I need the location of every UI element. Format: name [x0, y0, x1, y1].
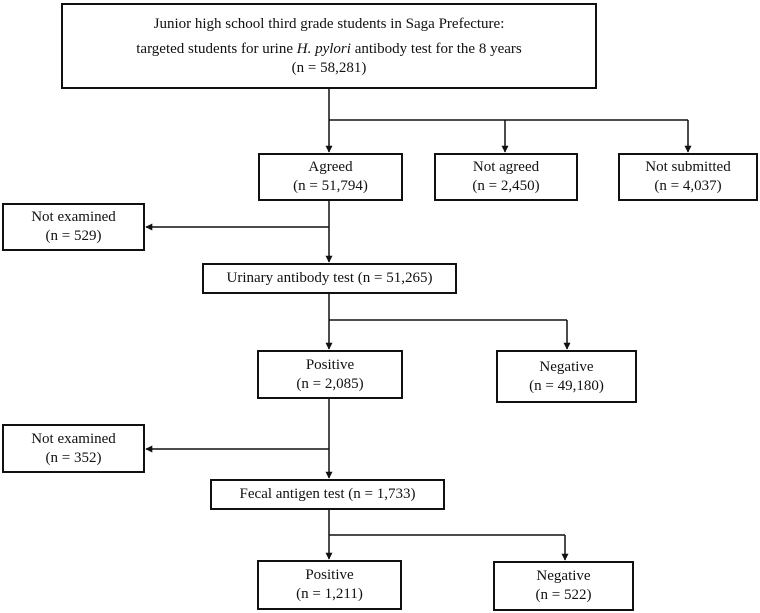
box-positive-2: Positive (n = 1,211)	[257, 560, 402, 610]
box-positive-1: Positive (n = 2,085)	[257, 350, 403, 399]
box-fecal-antigen-test: Fecal antigen test (n = 1,733)	[210, 479, 445, 510]
box-not-examined-2: Not examined (n = 352)	[2, 424, 145, 473]
not-agreed-count: (n = 2,450)	[472, 178, 540, 194]
positive-1-label: Positive	[305, 356, 355, 373]
negative-2-count: (n = 522)	[535, 587, 592, 603]
box-urinary-antibody-test: Urinary antibody test (n = 51,265)	[202, 263, 457, 294]
box-agreed: Agreed (n = 51,794)	[258, 153, 403, 201]
urinary-test-label: Urinary antibody test (n = 51,265)	[226, 270, 433, 286]
population-count: (n = 58,281)	[291, 59, 367, 76]
agreed-label: Agreed	[308, 159, 353, 175]
negative-1-count: (n = 49,180)	[529, 377, 604, 394]
not-submitted-count: (n = 4,037)	[654, 178, 722, 194]
positive-2-label: Positive	[305, 567, 354, 583]
box-negative-1: Negative (n = 49,180)	[496, 350, 637, 403]
h-pylori-italic: H. pylori	[296, 40, 351, 57]
not-agreed-label: Not agreed	[472, 159, 540, 175]
box-target-population: Junior high school third grade students …	[61, 3, 597, 89]
box-negative-2: Negative (n = 522)	[493, 561, 634, 611]
fecal-test-label: Fecal antigen test (n = 1,733)	[239, 486, 416, 502]
not-examined-1-count: (n = 529)	[45, 228, 102, 244]
not-examined-1-label: Not examined	[31, 209, 116, 225]
negative-2-label: Negative	[536, 568, 591, 584]
agreed-count: (n = 51,794)	[293, 178, 368, 194]
population-title: Junior high school third grade students …	[153, 15, 505, 32]
not-examined-2-count: (n = 352)	[45, 449, 102, 466]
positive-1-count: (n = 2,085)	[296, 375, 364, 392]
population-subtitle: targeted students for urine H. pylori an…	[136, 40, 522, 57]
box-not-agreed: Not agreed (n = 2,450)	[434, 153, 578, 201]
box-not-examined-1: Not examined (n = 529)	[2, 203, 145, 251]
not-submitted-label: Not submitted	[645, 159, 731, 175]
positive-2-count: (n = 1,211)	[296, 586, 363, 602]
box-not-submitted: Not submitted (n = 4,037)	[618, 153, 758, 201]
negative-1-label: Negative	[539, 358, 594, 375]
not-examined-2-label: Not examined	[31, 430, 116, 447]
